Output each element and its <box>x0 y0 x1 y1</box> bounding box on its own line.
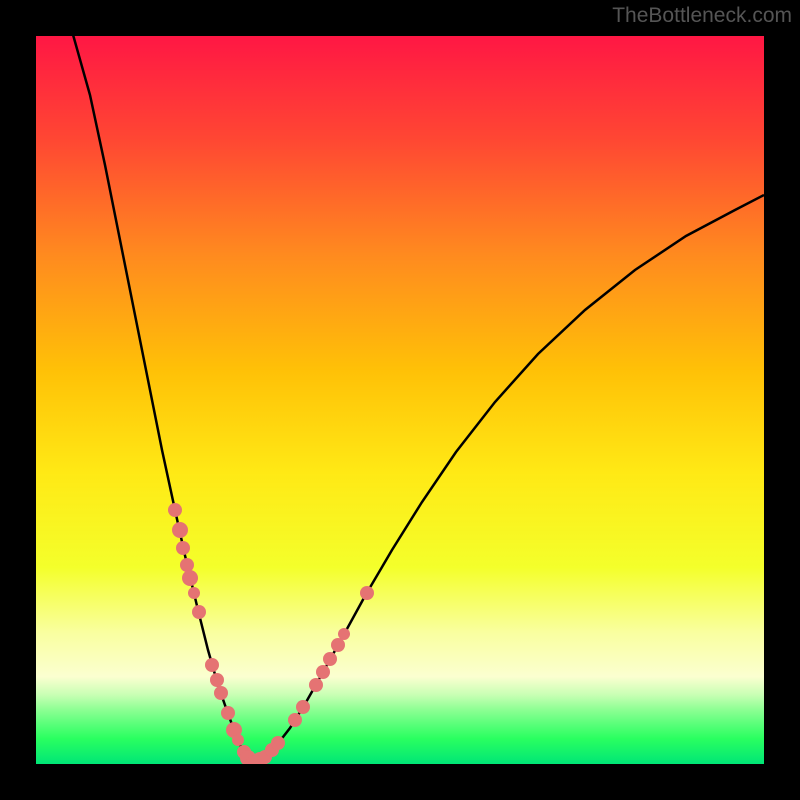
watermark-text: TheBottleneck.com <box>612 4 792 28</box>
data-point <box>271 736 285 750</box>
data-point <box>221 706 235 720</box>
data-point <box>214 686 228 700</box>
data-point <box>316 665 330 679</box>
chart-container: TheBottleneck.com <box>0 0 800 800</box>
data-point <box>331 638 345 652</box>
data-point <box>168 503 182 517</box>
data-point <box>232 734 244 746</box>
data-point <box>205 658 219 672</box>
gradient-background <box>36 36 764 764</box>
data-point <box>182 570 198 586</box>
data-point <box>192 605 206 619</box>
data-point <box>172 522 188 538</box>
data-point <box>360 586 374 600</box>
data-point <box>338 628 350 640</box>
data-point <box>323 652 337 666</box>
data-point <box>296 700 310 714</box>
data-point <box>176 541 190 555</box>
data-point <box>180 558 194 572</box>
bottleneck-chart <box>0 0 800 800</box>
data-point <box>210 673 224 687</box>
data-point <box>288 713 302 727</box>
data-point <box>309 678 323 692</box>
data-point <box>188 587 200 599</box>
